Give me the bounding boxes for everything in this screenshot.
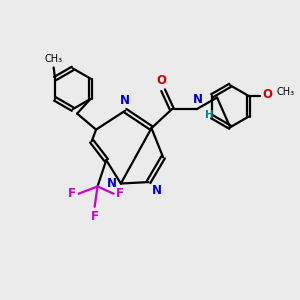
- Text: CH₃: CH₃: [45, 54, 63, 64]
- Text: F: F: [91, 210, 99, 223]
- Text: N: N: [152, 184, 161, 196]
- Text: N: N: [193, 93, 203, 106]
- Text: F: F: [116, 187, 124, 200]
- Text: O: O: [262, 88, 272, 101]
- Text: N: N: [120, 94, 130, 107]
- Text: N: N: [107, 177, 117, 190]
- Text: CH₃: CH₃: [276, 87, 294, 97]
- Text: O: O: [157, 74, 167, 87]
- Text: F: F: [68, 187, 76, 200]
- Text: H: H: [205, 110, 214, 120]
